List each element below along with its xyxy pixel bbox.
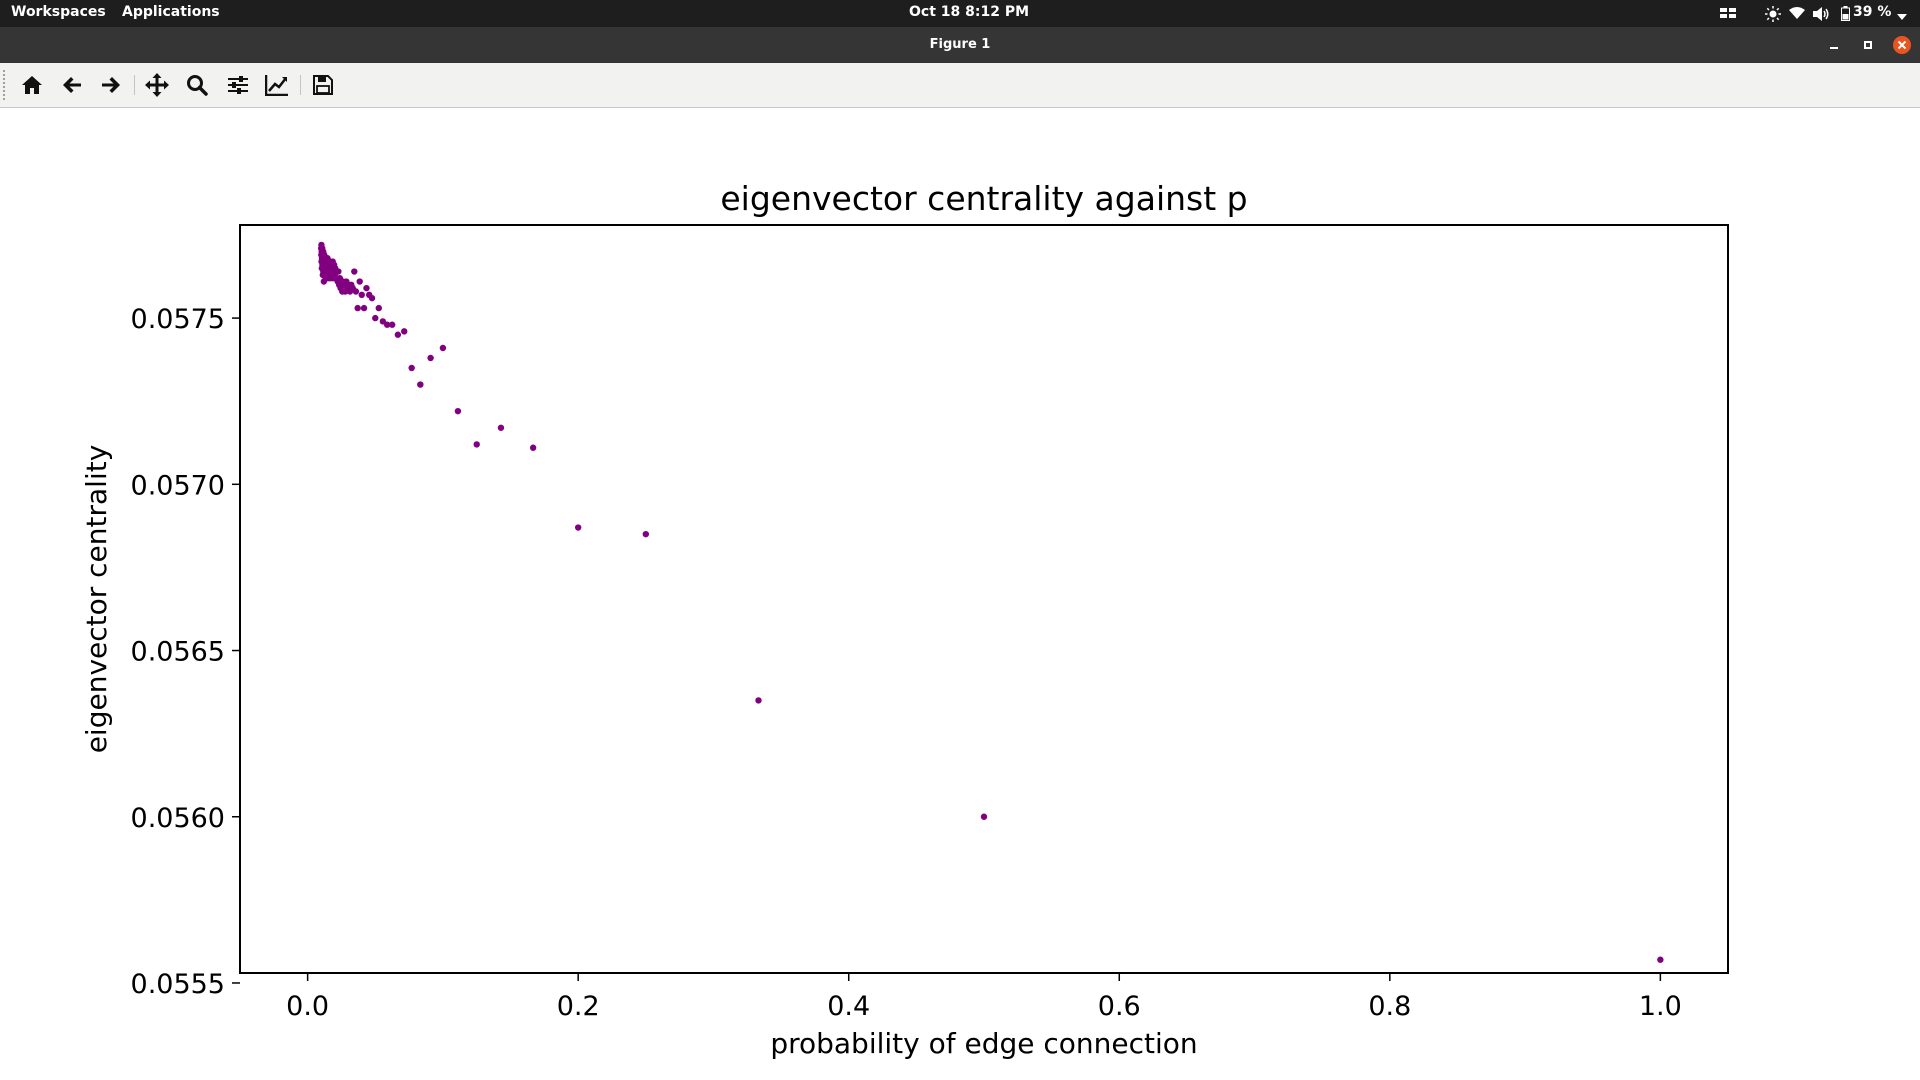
battery-icon[interactable] [1841,6,1850,25]
save-icon[interactable] [308,71,338,99]
keyboard-layout-icon[interactable] [1720,6,1736,24]
plot-area [239,224,1729,974]
x-axis-label: probability of edge connection [770,1027,1197,1060]
y-axis-label: eigenvector centrality [80,445,113,754]
x-tick-label: 0.0 [286,991,329,1022]
toolbar-separator [134,75,135,95]
zoom-icon[interactable] [182,71,212,99]
data-point [980,813,988,820]
data-point [375,304,382,312]
system-top-bar: Workspaces Applications Oct 18 8:12 PM 3… [0,0,1920,27]
y-tick-label: 0.0565 [131,637,225,668]
x-tick-label: 1.0 [1639,991,1682,1022]
y-tick-label: 0.0575 [131,304,225,335]
brightness-icon[interactable] [1765,6,1781,26]
configure-subplots-icon[interactable] [223,71,253,99]
data-point [379,318,387,325]
minimize-button[interactable] [1825,36,1843,54]
scatter-plot[interactable]: eigenvector centrality against p probabil… [0,108,1920,1080]
data-point [574,524,582,531]
data-point [529,444,537,451]
data-point [383,321,391,328]
data-point [408,364,415,372]
data-point [497,424,505,431]
data-point [356,278,363,285]
y-tick-label: 0.0570 [131,470,225,501]
data-point [755,697,762,704]
applications-menu[interactable]: Applications [122,4,220,20]
data-point [439,344,447,352]
data-point [394,331,402,338]
x-tick-label: 0.2 [557,991,600,1022]
battery-percentage[interactable]: 39 % [1853,4,1892,20]
volume-icon[interactable] [1812,6,1830,26]
data-point [363,284,370,292]
data-point [372,314,379,322]
window-title: Figure 1 [929,37,991,52]
plot-toolbar [0,63,1920,108]
data-point [360,304,368,312]
data-point [417,381,424,388]
data-point [388,321,396,328]
x-tick-label: 0.8 [1368,991,1411,1022]
wifi-icon[interactable] [1789,6,1805,24]
y-tick-label: 0.0560 [131,803,225,834]
data-point [335,268,342,275]
window-titlebar[interactable]: Figure 1 [0,27,1920,63]
chart-title: eigenvector centrality against p [720,179,1247,218]
close-button[interactable] [1893,36,1911,54]
toolbar-grip[interactable] [2,69,6,101]
workspaces-menu[interactable]: Workspaces [11,4,106,20]
edit-axis-icon[interactable] [262,71,292,99]
data-point [351,268,358,275]
data-point [358,291,365,299]
data-point [454,407,462,415]
x-tick-label: 0.6 [1098,991,1141,1022]
toolbar-separator [300,75,301,95]
pan-icon[interactable] [142,71,172,99]
data-point [352,288,360,295]
clock[interactable]: Oct 18 8:12 PM [909,4,1030,20]
home-icon[interactable] [17,71,47,99]
maximize-button[interactable] [1859,36,1877,54]
forward-icon[interactable] [96,71,126,99]
data-point [642,530,650,538]
back-icon[interactable] [57,71,87,99]
data-point [427,354,434,362]
data-point [473,441,480,448]
chevron-down-icon[interactable] [1897,9,1907,25]
y-tick-label: 0.0555 [131,969,225,1000]
data-point [401,328,408,335]
data-point [1657,956,1664,963]
data-point [354,304,361,312]
data-point [368,294,376,302]
x-tick-label: 0.4 [827,991,870,1022]
